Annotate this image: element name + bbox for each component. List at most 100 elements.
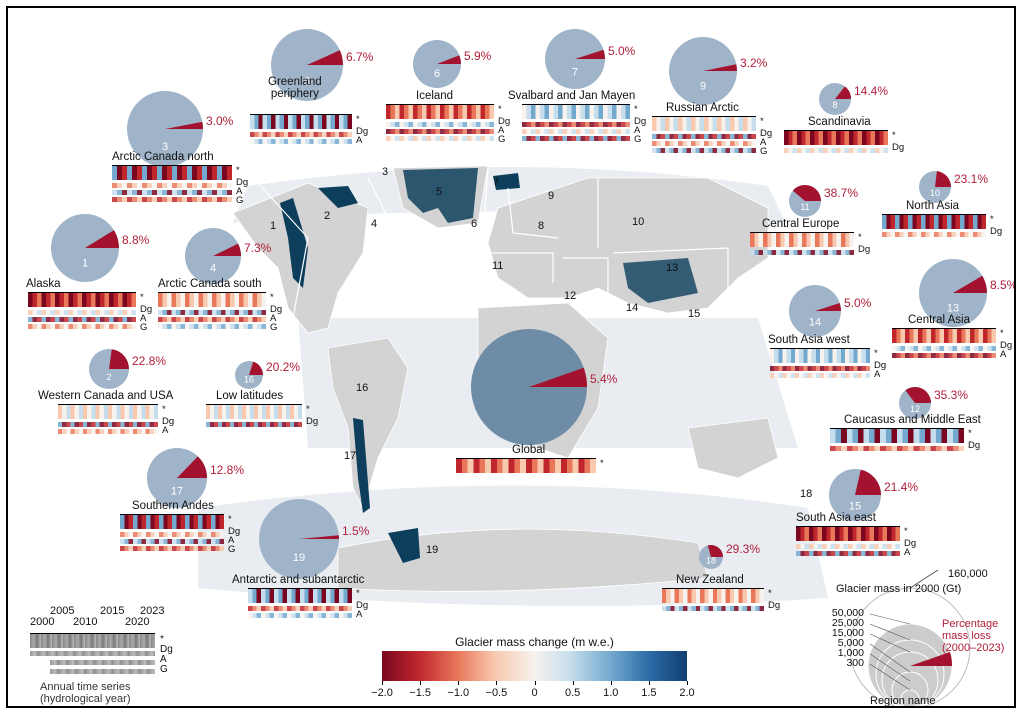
pie-number: 8: [832, 100, 837, 110]
pie-loss-wedge: [213, 243, 241, 256]
region-name-16: Low latitudes: [216, 390, 284, 402]
strip-star: [158, 292, 266, 307]
colorbar-tick-label: −1.0: [447, 687, 470, 699]
strip-dg: [882, 232, 986, 237]
pct-loss-13: 8.5%: [990, 278, 1016, 292]
pie-loss-wedge: [953, 275, 987, 293]
strip-label: Dg: [968, 440, 981, 451]
region-name-18: New Zealand: [676, 574, 744, 586]
strip-star: [456, 458, 596, 473]
strip-label: Dg: [892, 142, 905, 153]
strip-label: *: [968, 428, 972, 439]
pct-loss-1: 8.8%: [122, 233, 150, 247]
strip-labels: * Dg: [892, 130, 905, 153]
strip-star: [58, 404, 158, 419]
strip-labels: * Dg A G: [270, 293, 282, 333]
strip-labels: * Dg A G: [228, 515, 240, 555]
strip-a: [158, 317, 266, 322]
strip-dg: [120, 532, 224, 537]
strip-label: Dg: [904, 538, 917, 549]
year-2015: 2015: [100, 605, 125, 617]
map-number-14: 14: [626, 302, 639, 314]
colorbar-tick-label: 1.5: [641, 687, 657, 699]
strip-label: *: [874, 348, 878, 359]
pie-region-7: 7: [545, 29, 605, 89]
pie-region-11: 11: [789, 185, 821, 217]
strip-g: [386, 136, 494, 141]
colorbar-tick-mark: [420, 681, 422, 685]
strip-labels: * Dg: [968, 428, 981, 451]
strip-star: [796, 526, 900, 541]
pct-loss-18: 29.3%: [726, 542, 761, 556]
strip-star: [770, 348, 870, 363]
strip-dg: [770, 366, 870, 371]
pie-region-9: 9: [669, 37, 737, 105]
pie-loss-wedge: [109, 349, 129, 369]
strip-label: Dg: [858, 244, 871, 255]
region-name-4: Arctic Canada south: [158, 278, 262, 290]
pie-number: 4: [210, 262, 216, 274]
ts-caption-line2: (hydrological year): [40, 693, 131, 705]
antarctica: [337, 528, 709, 592]
region-name-7: Svalbard and Jan Mayen: [508, 90, 636, 102]
strip-labels: * Dg A G: [140, 292, 152, 333]
glacier-central-asia: [623, 258, 698, 303]
strip-dg: [652, 134, 756, 139]
strip-dg: [158, 310, 266, 315]
colorbar-tick-label: 0.5: [564, 687, 581, 699]
strip-dg: [250, 132, 352, 137]
strip-a: [386, 129, 494, 134]
strip-star: [784, 130, 888, 145]
pie-number: 14: [809, 316, 821, 328]
strip-label: *: [892, 130, 896, 141]
pie-loss-wedge: [792, 185, 821, 201]
pie-loss-wedge: [815, 302, 841, 311]
strip-dg: [28, 310, 136, 315]
pie-number: 7: [572, 67, 578, 79]
region-name-15: South Asia east: [796, 512, 876, 524]
pie-region-2: 2: [89, 349, 129, 389]
pct-loss-label: Percentage mass loss (2000–2023): [942, 618, 1004, 654]
strip-label: G: [140, 322, 148, 333]
time-series-7: [522, 104, 630, 143]
strip-label: *: [162, 404, 166, 415]
region-name-14: South Asia west: [768, 334, 850, 346]
region-name-6: Iceland: [416, 90, 454, 102]
strip-g: [112, 197, 232, 202]
strip-label: A: [270, 313, 277, 324]
strip-label: Dg: [1000, 340, 1013, 351]
strip-label: *: [1000, 328, 1004, 339]
strip-label: A: [228, 535, 235, 546]
year-2000: 2000: [30, 616, 55, 628]
pie-loss-wedge: [703, 64, 737, 71]
ts-row-g: G: [160, 664, 168, 675]
strip-dg: [796, 544, 900, 549]
pct-loss-5: 6.7%: [346, 50, 374, 64]
pie-region-4: 4: [185, 228, 241, 284]
pie-number: 2: [106, 372, 111, 382]
pie-loss-wedge: [249, 361, 263, 375]
australia: [687, 417, 779, 479]
strip-labels: * Dg A G: [236, 166, 248, 206]
strip-label: A: [904, 547, 911, 558]
strip-labels: * Dg A: [904, 527, 917, 558]
time-series-15: [796, 526, 900, 558]
map-number-3: 3: [382, 166, 389, 178]
pie-region-14: 14: [789, 285, 841, 337]
strip-label: *: [140, 292, 144, 303]
strip-a: [120, 539, 224, 544]
strip-label: A: [140, 313, 147, 324]
time-series-global: [456, 458, 596, 476]
strip-dg: [112, 183, 232, 188]
pct-loss-7: 5.0%: [608, 44, 636, 58]
strip-label: Dg: [990, 226, 1003, 237]
map-number-5: 5: [436, 186, 443, 198]
pct-loss-2: 22.8%: [132, 354, 167, 368]
ts-row-labels: * Dg A G: [160, 635, 173, 675]
pie-loss-wedge: [935, 171, 951, 187]
pie-loss-wedge: [835, 86, 851, 99]
time-series-11: [750, 232, 854, 257]
pie-number: 12: [910, 404, 920, 414]
strip-labels: * Dg A: [162, 404, 174, 436]
mass-value-15000: 15,000: [831, 627, 864, 639]
